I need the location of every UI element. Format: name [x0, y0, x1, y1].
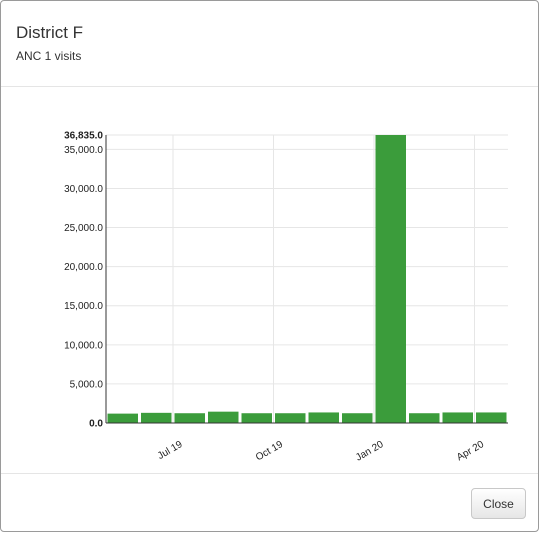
y-tick-label: 20,000.0 [64, 262, 103, 273]
bar[interactable] [107, 413, 139, 423]
bar[interactable] [208, 411, 239, 423]
bar[interactable] [476, 412, 507, 423]
bars [107, 135, 507, 423]
x-tick-label: Apr 20 [455, 439, 486, 463]
bar[interactable] [375, 135, 407, 423]
bar[interactable] [241, 413, 273, 423]
y-tick-label: 5,000.0 [70, 379, 104, 390]
bar[interactable] [308, 412, 340, 423]
bar[interactable] [409, 413, 440, 423]
close-button[interactable]: Close [471, 488, 526, 519]
x-tick-label: Oct 19 [254, 439, 285, 463]
y-tick-label: 35,000.0 [64, 145, 103, 156]
modal-header: District F ANC 1 visits [1, 1, 538, 87]
grid-lines [106, 134, 508, 423]
bar[interactable] [174, 413, 206, 423]
y-tick-label: 10,000.0 [64, 340, 103, 351]
x-axis-ticks: Jul 19 Oct 19 Jan 20 Apr 20 [156, 439, 486, 464]
modal-footer: Close [1, 473, 538, 533]
modal-subtitle: ANC 1 visits [16, 49, 82, 63]
bar[interactable] [141, 412, 172, 423]
y-tick-label: 15,000.0 [64, 301, 103, 312]
axes [105, 135, 508, 424]
y-tick-label: 30,000.0 [64, 184, 103, 195]
bar-chart: 0.0 5,000.0 10,000.0 15,000.0 20,000.0 25,000… [64, 131, 508, 464]
y-tick-label: 0.0 [89, 419, 103, 430]
x-tick-label: Jul 19 [156, 439, 185, 462]
bar[interactable] [275, 413, 306, 423]
x-tick-label: Jan 20 [354, 439, 386, 464]
y-tick-label: 25,000.0 [64, 223, 103, 234]
bar[interactable] [342, 413, 373, 423]
y-tick-label: 36,835.0 [64, 131, 103, 142]
y-axis-ticks: 0.0 5,000.0 10,000.0 15,000.0 20,000.0 25,000… [64, 131, 103, 430]
bar[interactable] [442, 412, 474, 423]
modal-title: District F [16, 23, 84, 42]
